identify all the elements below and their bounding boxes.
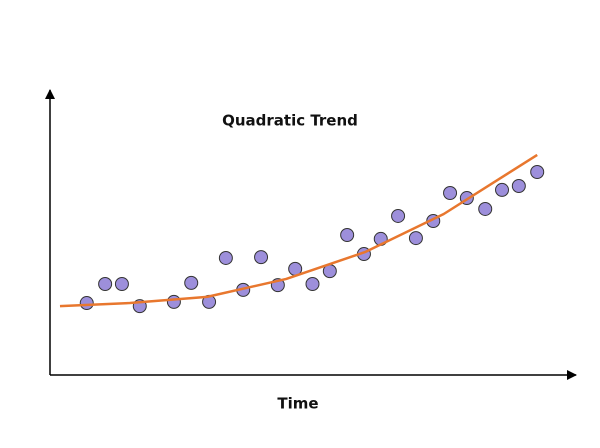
data-point — [495, 182, 510, 197]
data-point — [254, 250, 269, 265]
data-point — [218, 250, 233, 265]
trend-line — [59, 153, 538, 308]
data-point — [391, 208, 406, 223]
data-point — [478, 201, 493, 216]
data-point — [98, 277, 113, 291]
data-point — [114, 277, 129, 291]
data-point — [340, 228, 355, 242]
data-point — [408, 231, 423, 246]
chart-title: Quadratic Trend — [222, 112, 358, 130]
data-point — [443, 186, 458, 200]
data-point — [166, 294, 181, 309]
data-point — [79, 296, 94, 311]
data-point — [530, 165, 545, 179]
data-point — [305, 277, 320, 291]
x-axis-label: Time — [277, 395, 318, 413]
data-point — [184, 275, 199, 290]
data-point — [511, 179, 526, 193]
